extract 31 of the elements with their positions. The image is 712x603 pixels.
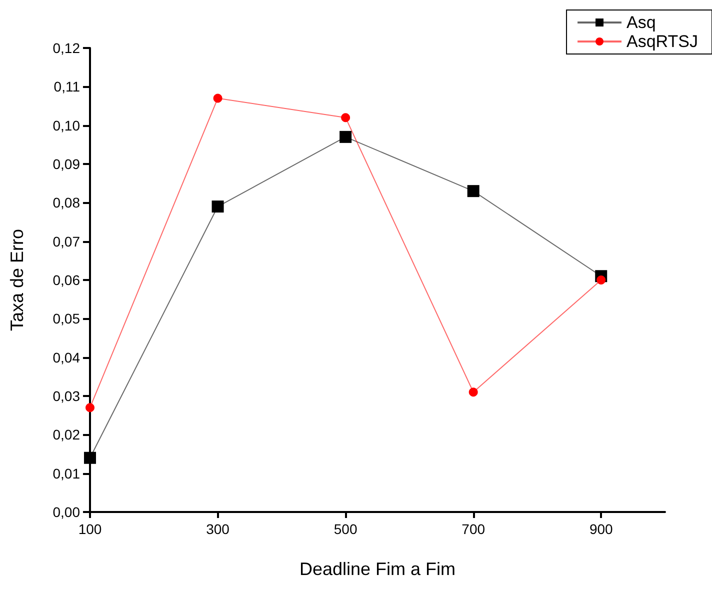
point — [84, 452, 96, 464]
y-tick-label: 0,07 — [52, 233, 80, 250]
point — [468, 388, 478, 397]
y-tick-label: 0,12 — [52, 40, 80, 56]
y-tick-label: 0,01 — [52, 465, 80, 482]
y-axis-title: Taxa de Erro — [7, 228, 27, 332]
x-axis-title: Deadline Fim a Fim — [299, 559, 456, 579]
point — [467, 185, 480, 198]
point — [212, 200, 224, 213]
y-tick-label: 0,05 — [52, 310, 80, 327]
point — [596, 276, 606, 284]
point — [340, 130, 352, 143]
x-tick-label: 700 — [462, 521, 486, 537]
y-tick-label: 0,02 — [52, 426, 80, 443]
y-tick-label: 0,03 — [52, 388, 80, 404]
point — [213, 94, 222, 103]
legend-label: AsqRTSJ — [626, 32, 698, 51]
y-tick-label: 0,04 — [52, 349, 80, 366]
x-tick-label: 500 — [334, 521, 358, 537]
point — [86, 403, 94, 412]
point — [341, 113, 350, 122]
x-tick-label: 100 — [78, 521, 102, 537]
x-tick-label: 300 — [206, 521, 230, 537]
y-tick-label: 0,00 — [52, 504, 80, 520]
y-tick-label: 0,09 — [52, 156, 80, 172]
x-tick-label: 900 — [589, 521, 614, 537]
y-tick-label: 0,08 — [52, 194, 80, 211]
y-tick-label: 0,10 — [52, 117, 80, 134]
y-tick-label: 0,06 — [52, 272, 80, 288]
y-tick-label: 0,11 — [54, 78, 80, 95]
legend-label: Asq — [626, 13, 656, 32]
